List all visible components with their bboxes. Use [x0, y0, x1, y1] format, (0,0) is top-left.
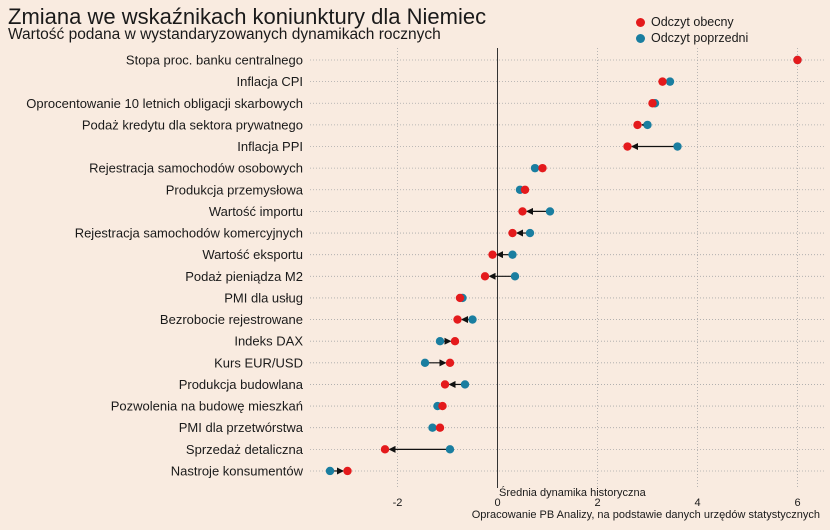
legend-marker-current — [636, 17, 645, 27]
data-points — [325, 55, 802, 476]
point-previous — [545, 207, 555, 216]
point-previous — [428, 423, 437, 432]
category-labels: Stopa proc. banku centralnego Inflacja CP… — [26, 53, 304, 479]
category-label: Sprzedaż detaliczna — [186, 442, 304, 457]
legend-item-current: Odczyt obecny — [636, 14, 748, 30]
category-label: Podaż pieniądza M2 — [185, 269, 303, 284]
point-current — [508, 228, 517, 238]
point-previous — [445, 445, 455, 454]
category-label: Rejestracja samochodów komercyjnych — [75, 226, 303, 241]
category-label: Pozwolenia na budowę mieszkań — [111, 399, 303, 414]
point-current — [793, 55, 802, 65]
category-label: Stopa proc. banku centralnego — [126, 53, 303, 68]
point-previous — [665, 77, 675, 86]
category-label: Podaż kredytu dla sektora prywatnego — [82, 117, 303, 132]
point-current — [453, 315, 462, 324]
point-current — [438, 401, 447, 411]
point-current — [435, 423, 445, 432]
source-caption: Opracowanie PB Analizy, na podstawie dan… — [472, 509, 820, 521]
point-current — [380, 445, 390, 454]
point-previous — [468, 315, 477, 324]
point-current — [633, 120, 642, 130]
category-label: Wartość eksportu — [202, 247, 303, 262]
category-label: Nastroje konsumentów — [171, 463, 304, 478]
legend-label-previous: Odczyt poprzedni — [651, 31, 749, 45]
point-previous — [435, 336, 445, 346]
x-tick-label: 0 — [494, 497, 500, 509]
point-previous — [510, 272, 520, 281]
x-tick-label: 6 — [794, 497, 800, 509]
reference-line-label: Średnia dynamika historyczna — [499, 486, 647, 499]
point-previous — [643, 120, 652, 130]
grid-lines — [310, 48, 826, 488]
point-current — [648, 99, 657, 108]
category-label: Inflacja PPI — [237, 139, 303, 154]
category-label: Inflacja CPI — [237, 74, 303, 89]
point-current — [518, 207, 527, 216]
point-previous — [420, 358, 430, 368]
chart-subtitle: Wartość podana w wystandaryzowanych dyna… — [8, 26, 441, 43]
point-current — [480, 272, 490, 281]
category-label: Produkcja przemysłowa — [166, 182, 304, 197]
point-previous — [530, 163, 540, 173]
point-current — [455, 293, 465, 303]
x-axis-ticks: -2 0 2 4 6 — [393, 497, 801, 509]
chart-title: Zmiana we wskaźnikach koniunktury dla Ni… — [8, 4, 487, 29]
category-label: Indeks DAX — [234, 334, 303, 349]
category-label: PMI dla usług — [224, 290, 303, 305]
legend: Odczyt obecny Odczyt poprzedni — [636, 14, 748, 46]
point-current — [445, 358, 455, 368]
point-previous — [525, 228, 535, 238]
point-current — [623, 142, 632, 151]
category-label: Produkcja budowlana — [179, 377, 304, 392]
point-current — [658, 77, 667, 86]
point-previous — [460, 380, 470, 389]
point-current — [343, 466, 352, 476]
legend-item-previous: Odczyt poprzedni — [636, 30, 748, 46]
point-previous — [325, 466, 335, 476]
legend-marker-previous — [636, 33, 645, 43]
legend-label-current: Odczyt obecny — [651, 15, 734, 29]
category-label: PMI dla przetwórstwa — [179, 420, 304, 435]
category-label: Oprocentowanie 10 letnich obligacji skar… — [26, 96, 303, 111]
category-label: Wartość importu — [209, 204, 303, 219]
x-tick-label: 4 — [694, 497, 700, 509]
point-current — [538, 163, 547, 173]
category-label: Bezrobocie rejestrowane — [160, 312, 303, 327]
point-previous — [673, 142, 682, 151]
x-tick-label: -2 — [393, 497, 403, 509]
point-current — [440, 380, 450, 389]
category-label: Kurs EUR/USD — [214, 355, 303, 370]
point-current — [520, 185, 530, 194]
point-current — [450, 336, 460, 346]
point-previous — [508, 250, 517, 259]
x-tick-label: 2 — [594, 497, 600, 509]
point-current — [488, 250, 497, 259]
category-label: Rejestracja samochodów osobowych — [89, 161, 303, 176]
